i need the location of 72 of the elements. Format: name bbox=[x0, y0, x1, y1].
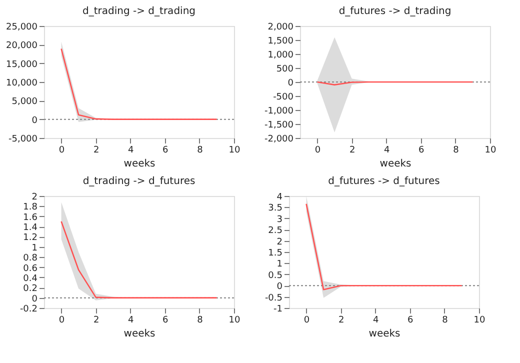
y-tick-label: 3 bbox=[276, 214, 282, 225]
x-tick-label: 8 bbox=[197, 316, 204, 326]
chart-title: d_trading -> d_trading bbox=[82, 6, 196, 17]
y-tick-label: 10,000 bbox=[6, 78, 38, 88]
y-tick-label: 1.8 bbox=[23, 202, 38, 213]
y-tick-label: 0.4 bbox=[23, 274, 38, 284]
x-tick-label: 0 bbox=[314, 146, 321, 156]
y-tick-label: 1 bbox=[32, 243, 38, 254]
chart-title: d_futures -> d_futures bbox=[328, 176, 440, 187]
x-tick-label: 2 bbox=[349, 146, 356, 156]
y-tick-label: -0.2 bbox=[20, 304, 38, 314]
y-tick-label: 0.8 bbox=[23, 254, 38, 264]
y-tick-label: 15,000 bbox=[6, 60, 38, 70]
chart-title: d_futures -> d_trading bbox=[338, 6, 452, 17]
y-tick-label: 4 bbox=[276, 192, 283, 202]
y-tick-label: -1,000 bbox=[264, 106, 294, 116]
y-tick-label: 2 bbox=[276, 237, 282, 248]
x-axis-title: weeks bbox=[368, 328, 400, 340]
x-tick-label: 2 bbox=[338, 316, 344, 326]
x-tick-label: 10 bbox=[484, 146, 496, 156]
y-tick-label: 5,000 bbox=[12, 97, 38, 108]
x-tick-label: 6 bbox=[408, 316, 414, 326]
y-tick-label: -0.5 bbox=[264, 293, 282, 304]
y-tick-label: 0.2 bbox=[23, 284, 38, 294]
x-tick-label: 4 bbox=[384, 146, 390, 156]
y-tick-label: 0 bbox=[32, 294, 38, 304]
x-axis-title: weeks bbox=[124, 328, 156, 340]
y-tick-label: 2.5 bbox=[268, 226, 282, 236]
y-tick-label: 0 bbox=[288, 78, 294, 88]
y-tick-label: 1,000 bbox=[268, 50, 294, 60]
line-series bbox=[60, 220, 218, 298]
y-tick-label: 1.6 bbox=[23, 212, 38, 223]
y-tick-label: -1,500 bbox=[264, 120, 294, 130]
y-tick-label: 0.5 bbox=[268, 270, 282, 281]
x-tick-label: 6 bbox=[162, 316, 169, 326]
y-tick-label: -2,000 bbox=[264, 134, 294, 144]
x-tick-label: 2 bbox=[93, 316, 100, 326]
x-tick-label: 8 bbox=[442, 316, 448, 326]
y-tick-label: 2,000 bbox=[268, 22, 294, 32]
x-tick-label: 8 bbox=[197, 146, 204, 156]
chart-title: d_trading -> d_futures bbox=[82, 176, 196, 187]
y-tick-label: 1.4 bbox=[23, 223, 38, 234]
y-tick-label: 20,000 bbox=[6, 41, 38, 52]
y-tick-label: -500 bbox=[273, 92, 294, 102]
y-tick-label: -5,000 bbox=[8, 134, 38, 144]
x-tick-label: 4 bbox=[372, 316, 379, 326]
x-axis-title: weeks bbox=[380, 158, 412, 170]
y-tick-label: 1.2 bbox=[23, 233, 38, 244]
y-tick-label: -1 bbox=[274, 304, 282, 314]
x-tick-label: 6 bbox=[418, 146, 425, 156]
x-tick-label: 6 bbox=[162, 146, 169, 156]
x-tick-label: 0 bbox=[304, 316, 310, 326]
x-tick-label: 2 bbox=[93, 146, 100, 156]
x-tick-label: 4 bbox=[128, 146, 134, 156]
y-tick-label: 1,500 bbox=[268, 36, 294, 46]
y-tick-label: 2 bbox=[32, 192, 38, 202]
x-tick-label: 8 bbox=[453, 146, 460, 156]
y-tick-label: 0 bbox=[32, 116, 38, 126]
x-tick-label: 10 bbox=[228, 146, 240, 156]
x-tick-label: 4 bbox=[128, 316, 134, 326]
y-tick-label: 1.5 bbox=[268, 248, 282, 258]
x-tick-label: 10 bbox=[228, 316, 240, 326]
y-tick-label: 500 bbox=[276, 64, 294, 74]
x-tick-label: 0 bbox=[58, 146, 65, 156]
y-tick-label: 25,000 bbox=[6, 22, 38, 32]
y-tick-label: 3.5 bbox=[268, 204, 282, 214]
x-tick-label: 10 bbox=[474, 316, 486, 326]
y-tick-label: 0.6 bbox=[23, 264, 38, 274]
y-tick-label: 1 bbox=[276, 260, 282, 270]
x-tick-label: 0 bbox=[58, 316, 65, 326]
x-axis-title: weeks bbox=[124, 158, 156, 170]
y-tick-label: 0 bbox=[276, 282, 283, 292]
